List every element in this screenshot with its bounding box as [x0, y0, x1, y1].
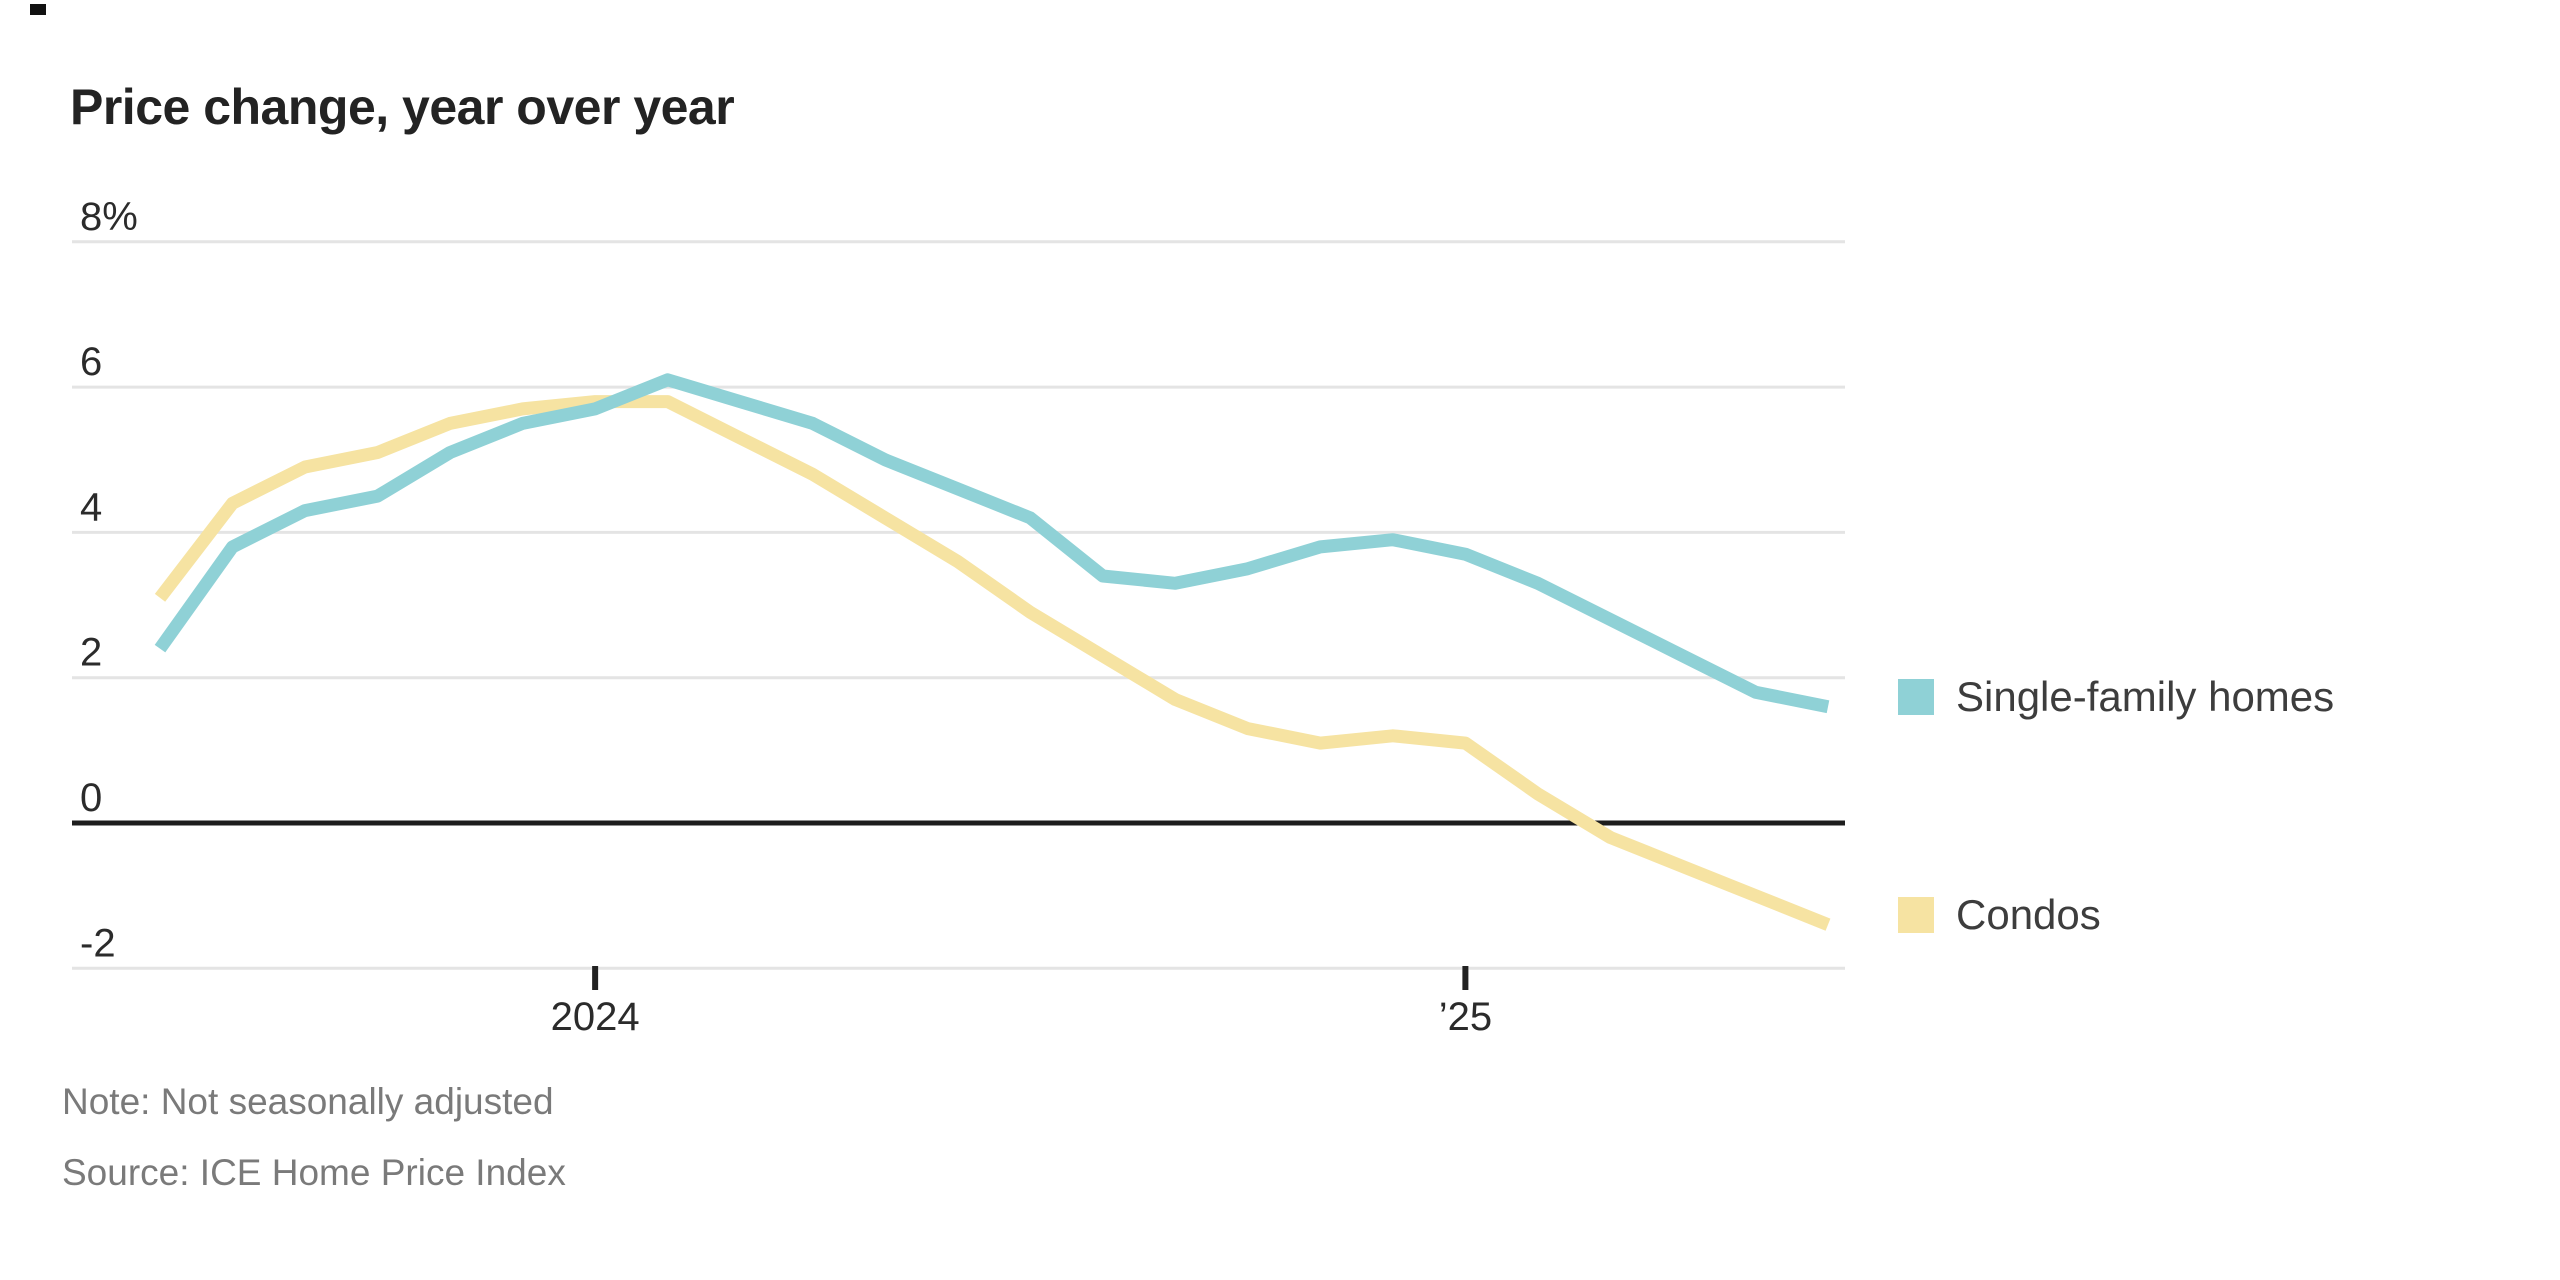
source-line: Source: ICE Home Price Index: [62, 1151, 566, 1193]
x-tick-mark: [592, 966, 599, 990]
y-tick-label: -2: [80, 921, 116, 965]
y-tick-label: 6: [80, 340, 102, 384]
y-tick-label: 0: [80, 776, 102, 820]
series-line-single-family-homes: [154, 373, 1830, 714]
y-tick-label: 8%: [80, 195, 138, 239]
footnotes: Note: Not seasonally adjusted Source: IC…: [62, 1081, 566, 1223]
y-tick-label: 4: [80, 485, 102, 529]
top-left-artifact: [30, 4, 46, 15]
series-line-condos: [154, 395, 1831, 931]
x-tick-mark: [1462, 966, 1469, 990]
x-tick-label: ’25: [1439, 995, 1492, 1039]
y-tick-label: 2: [80, 631, 102, 675]
x-tick-label: 2024: [551, 995, 640, 1039]
chart-title: Price change, year over year: [70, 79, 735, 135]
note-line: Note: Not seasonally adjusted: [62, 1081, 554, 1122]
